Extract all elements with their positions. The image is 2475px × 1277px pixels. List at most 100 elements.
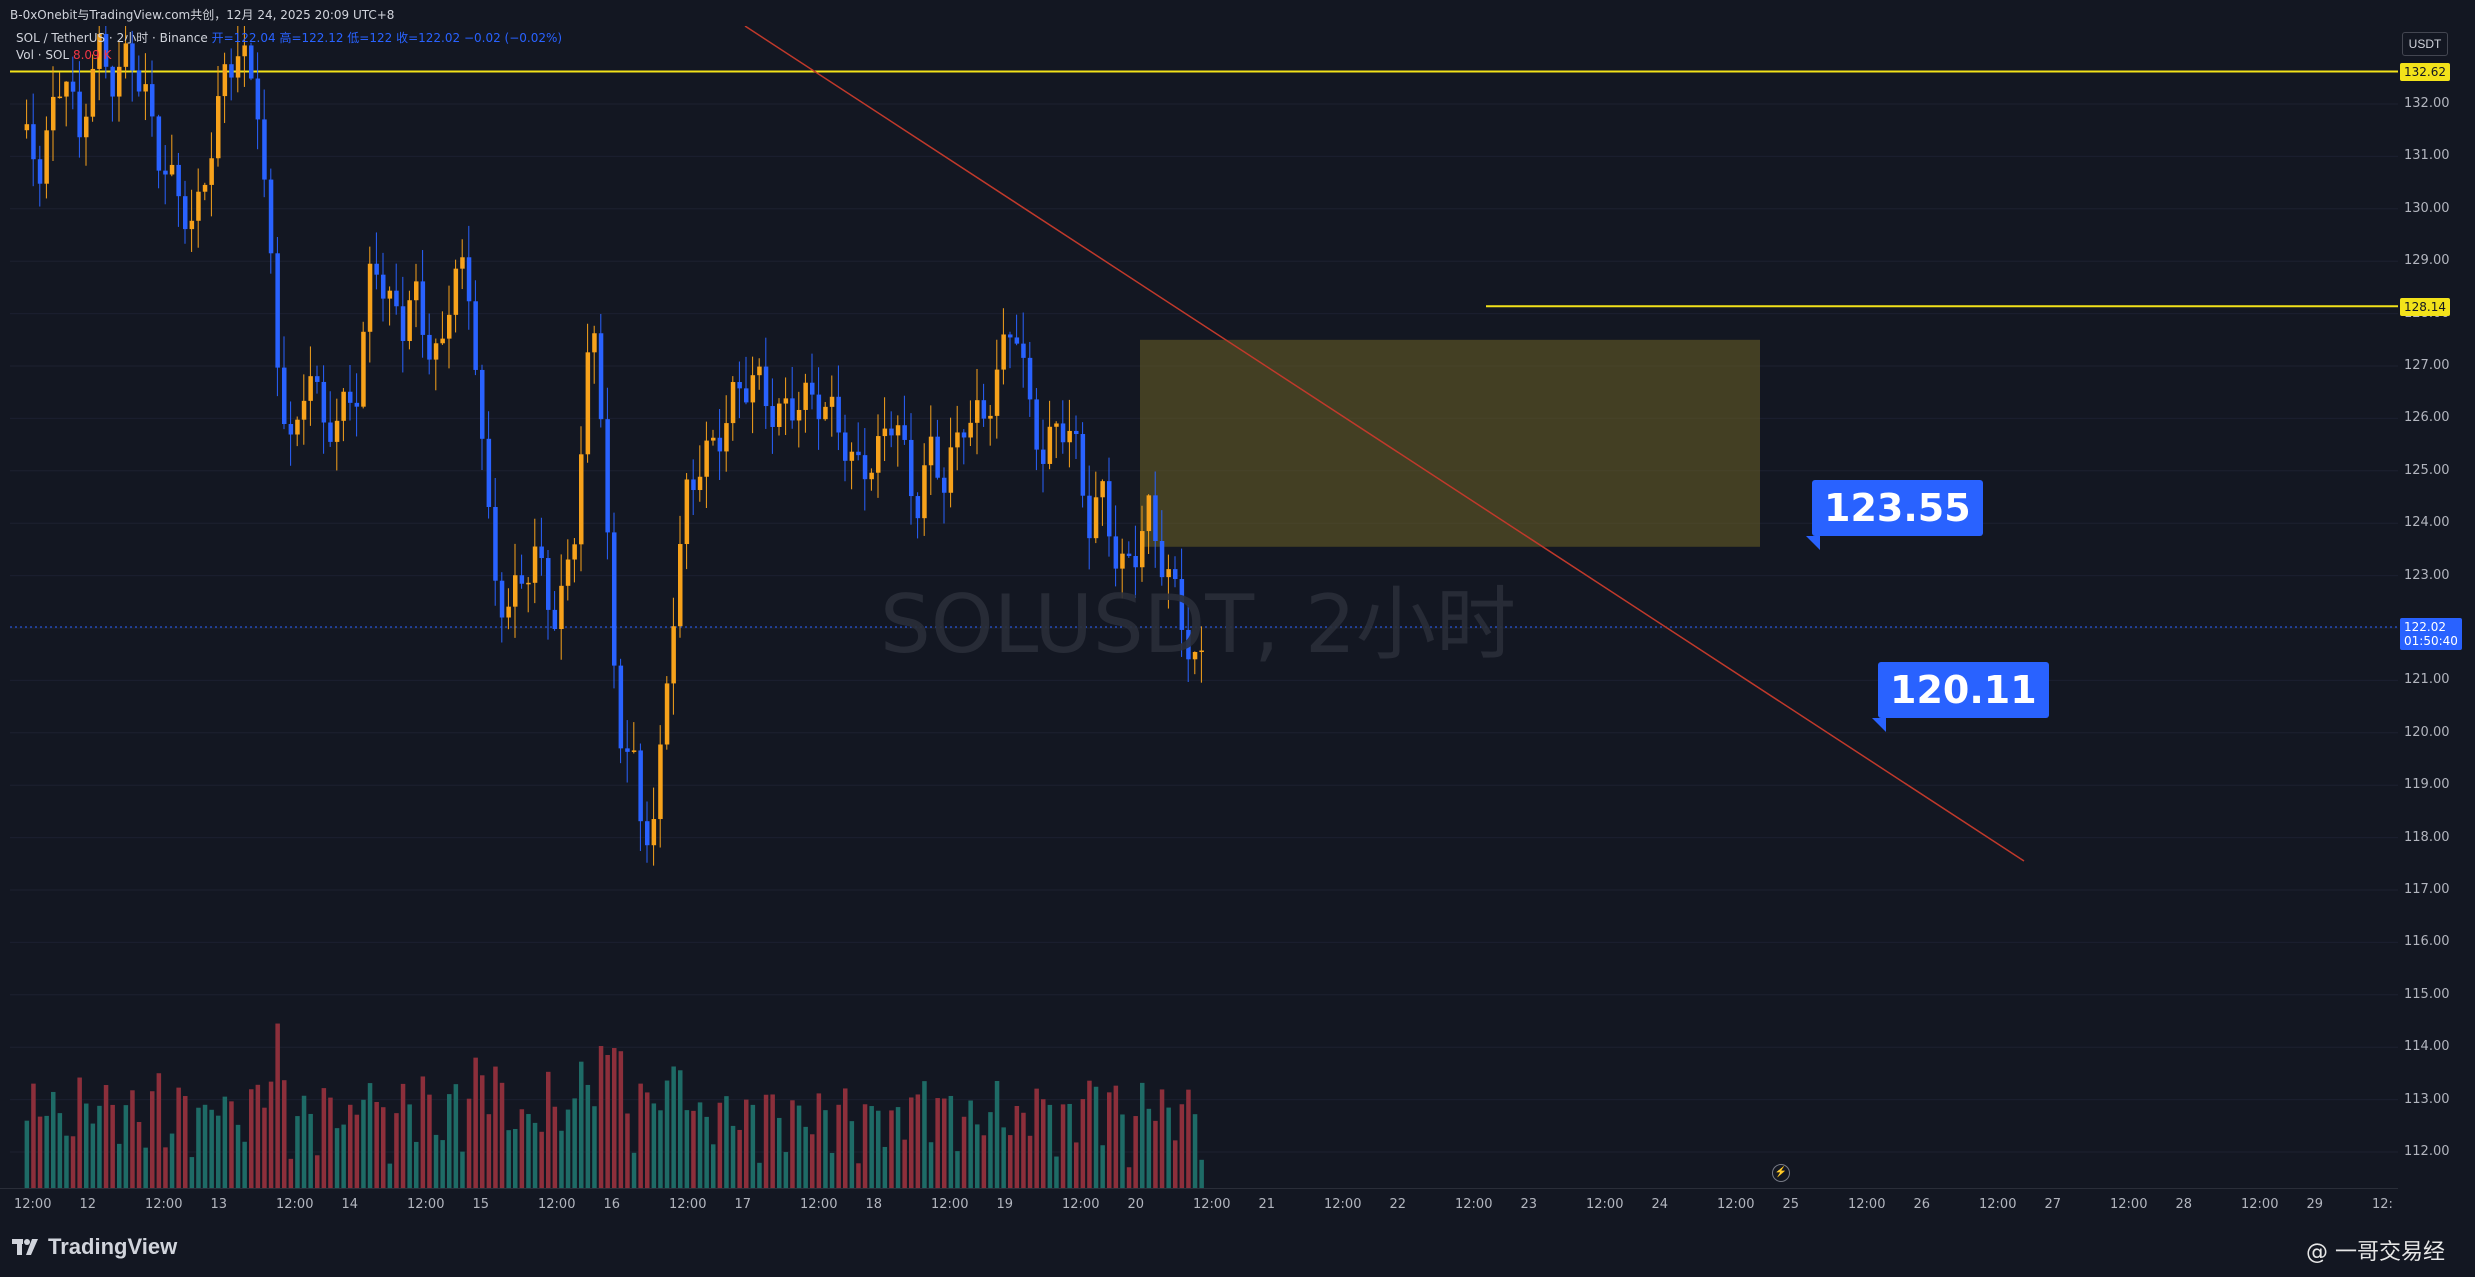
volume-bar: [156, 1073, 162, 1188]
candle-body: [955, 432, 960, 448]
tradingview-brand[interactable]: TradingView: [48, 1234, 178, 1259]
candle-body: [532, 546, 538, 583]
candle-body: [453, 268, 459, 315]
volume-bar: [361, 1099, 366, 1188]
price-axis-label: 124.00: [2404, 515, 2450, 531]
volume-bar: [1140, 1082, 1145, 1188]
candle-body: [400, 306, 406, 342]
candle-body: [658, 744, 663, 820]
volume-bar: [506, 1130, 511, 1188]
time-axis-tick: 12:00: [1193, 1197, 1231, 1212]
volume-bar: [942, 1098, 947, 1188]
candle-body: [202, 184, 208, 192]
candle-body: [229, 64, 234, 78]
price-axis-label: 121.00: [2404, 672, 2450, 688]
candle-body: [308, 376, 313, 401]
volume-bar: [103, 1085, 109, 1188]
candle-body: [407, 300, 412, 342]
volume-bar: [1113, 1085, 1119, 1188]
time-axis-tick: 12:00: [2241, 1197, 2279, 1212]
volume-bar: [1074, 1142, 1079, 1188]
candle-body: [1199, 650, 1204, 653]
candlestick-chart[interactable]: [10, 26, 2398, 1188]
candle-body: [1054, 423, 1059, 427]
volume-bar: [275, 1023, 280, 1188]
volume-bar: [889, 1110, 894, 1188]
candle-body: [981, 400, 987, 419]
candle-body: [97, 33, 102, 69]
candle-body: [724, 423, 729, 452]
candle-body: [678, 544, 683, 627]
volume-bar: [110, 1104, 115, 1188]
volume-bar: [704, 1116, 709, 1188]
candle-body: [367, 263, 373, 332]
candle-body: [268, 179, 274, 254]
bar-countdown: 01:50:40: [2404, 634, 2458, 648]
volume-bar: [796, 1105, 802, 1188]
candle-body: [935, 436, 940, 478]
candle-body: [664, 683, 670, 745]
volume-bar: [183, 1096, 188, 1188]
candle-body: [301, 400, 307, 420]
volume-bar: [334, 1128, 340, 1188]
candle-body: [70, 81, 76, 92]
volume-bar: [882, 1146, 888, 1188]
callout-upper: 123.55: [1806, 480, 1983, 550]
candle-body: [612, 532, 617, 666]
volume-bar: [565, 1109, 571, 1188]
candle-body: [1126, 553, 1132, 557]
volume-bar: [328, 1097, 333, 1188]
chart-plot-area[interactable]: [10, 26, 2399, 1188]
lightning-icon[interactable]: ⚡: [1772, 1164, 1790, 1182]
volume-bar: [433, 1134, 439, 1188]
candle-body: [592, 333, 597, 353]
time-axis-tick: 12:00: [1062, 1197, 1100, 1212]
candle-body: [1047, 426, 1053, 464]
symbol-label[interactable]: SOL / TetherUS · 2小时 · Binance: [16, 31, 208, 45]
volume-bar: [499, 1082, 505, 1188]
volume-bar: [348, 1104, 353, 1188]
volume-bar: [117, 1143, 122, 1188]
time-axis[interactable]: 12:00 12 12:00 13 12:00 14 12:00 15 12:00 16 12:00…: [0, 1188, 2398, 1217]
volume-bar: [90, 1123, 96, 1188]
price-axis-label: 114.00: [2404, 1039, 2450, 1055]
volume-bar: [862, 1104, 868, 1188]
candle-body: [110, 66, 115, 97]
volume-bar: [229, 1101, 234, 1188]
volume-bar: [176, 1087, 181, 1188]
volume-bar: [711, 1144, 716, 1188]
volume-bar: [414, 1141, 419, 1188]
volume-bar: [282, 1080, 287, 1188]
volume-bar: [730, 1125, 736, 1188]
candle-body: [671, 626, 676, 684]
currency-button[interactable]: USDT: [2402, 32, 2448, 56]
volume-bar: [123, 1105, 129, 1188]
volume-bar: [664, 1080, 670, 1188]
volume-bar: [961, 1116, 967, 1188]
author-credit: @ 一哥交易经: [2306, 1240, 2445, 1265]
candle-body: [235, 56, 241, 78]
price-axis[interactable]: [2398, 26, 2475, 1188]
volume-bar: [150, 1091, 155, 1188]
candle-body: [414, 281, 419, 301]
volume-bar: [546, 1071, 551, 1188]
volume-bar: [651, 1103, 657, 1188]
volume-label[interactable]: Vol · SOL: [16, 48, 70, 62]
tradingview-logo-icon: [12, 1239, 38, 1255]
time-axis-tick: 25: [1782, 1197, 1800, 1212]
volume-bar: [1179, 1104, 1185, 1188]
candle-body: [123, 43, 129, 67]
volume-bar: [737, 1129, 742, 1188]
volume-bar: [1014, 1105, 1020, 1188]
time-axis-tick: 15: [472, 1197, 490, 1212]
candle-body: [519, 575, 525, 584]
candle-body: [730, 382, 736, 424]
volume-bar: [843, 1088, 848, 1188]
volume-bar: [1153, 1120, 1158, 1188]
volume-bar: [57, 1113, 63, 1188]
candle-body: [381, 274, 386, 299]
volume-bar: [810, 1134, 815, 1188]
volume-bar: [249, 1089, 254, 1188]
candle-body: [862, 455, 868, 480]
time-axis-tick: 28: [2175, 1197, 2193, 1212]
